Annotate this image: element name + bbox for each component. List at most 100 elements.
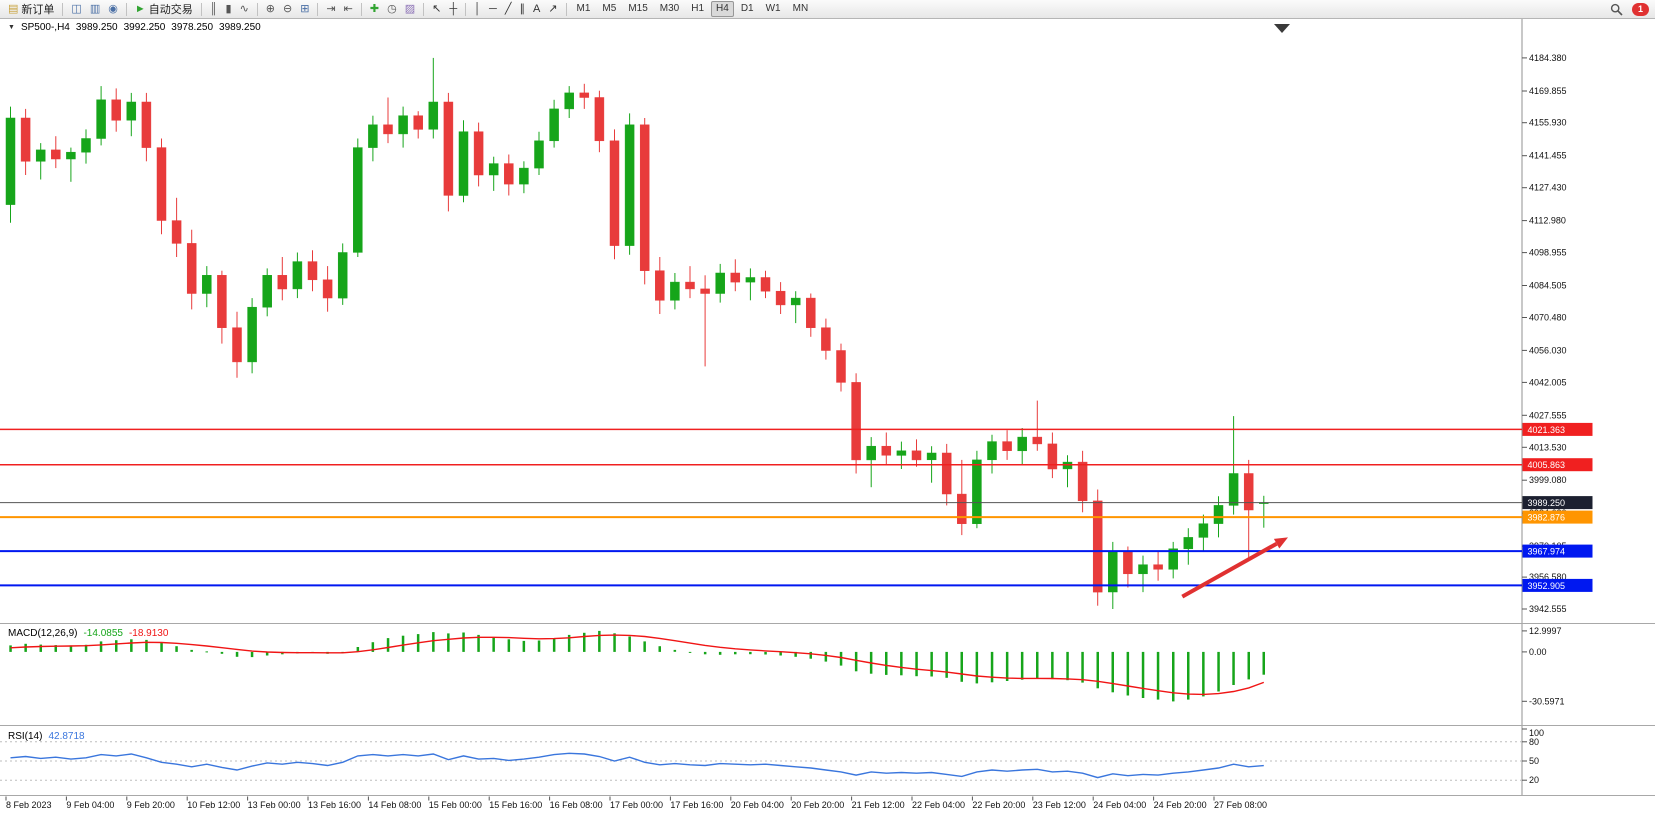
svg-text:80: 80 <box>1529 737 1539 747</box>
trendline-icon: ╱ <box>504 3 512 15</box>
svg-text:4184.380: 4184.380 <box>1529 53 1567 63</box>
new-order-button[interactable]: ▤ 新订单 <box>5 1 57 17</box>
svg-text:4127.430: 4127.430 <box>1529 183 1567 193</box>
line-chart-icon: ∿ <box>239 3 249 15</box>
periods-button[interactable]: ◷ <box>384 1 400 17</box>
svg-text:4021.363: 4021.363 <box>1528 425 1566 435</box>
svg-text:10 Feb 12:00: 10 Feb 12:00 <box>187 800 240 810</box>
auto-trading-button[interactable]: ► 自动交易 <box>132 1 196 17</box>
chart-shift-button[interactable]: ⇤ <box>341 1 356 17</box>
chart-shift-marker[interactable] <box>1274 24 1290 33</box>
timeframe-button-mn[interactable]: MN <box>792 3 809 14</box>
text-button[interactable]: A <box>530 1 543 17</box>
candlestick-pane[interactable] <box>5 57 1269 609</box>
new-order-icon: ▤ <box>8 3 19 15</box>
macd-name: MACD(12,26,9) <box>8 628 78 639</box>
candlestick-button[interactable]: ▮ <box>223 1 235 17</box>
macd-pane[interactable]: 12.9997 0.00 -30.5971 <box>9 626 1565 706</box>
low-value: 3978.250 <box>171 22 214 33</box>
timeframe-button-m15[interactable]: M15 <box>628 3 648 14</box>
rsi-name: RSI(14) <box>8 731 43 742</box>
timeframe-button-m30[interactable]: M30 <box>659 3 680 14</box>
chart-window-button[interactable]: ◫ <box>68 1 84 17</box>
rsi-value: 42.8718 <box>48 731 85 742</box>
timeframe-button-m1[interactable]: M1 <box>576 3 591 14</box>
horizontal-lines[interactable] <box>0 428 1522 587</box>
zoom-in-button[interactable]: ⊕ <box>263 1 278 17</box>
cursor-icon: ↖ <box>432 3 442 15</box>
chevron-down-icon[interactable]: ▼ <box>8 24 15 31</box>
toolbar: ▤ 新订单 ◫ ▥ ◉ ► 自动交易 ║ ▮ ∿ ⊕ ⊖ ⊞ ⇥ ⇤ ✚ ◷ ▨ ↖ ┼ │ ─ ╱ ∥ A ↗ M1 M5 M15 M3… <box>0 0 1655 19</box>
svg-text:8 Feb 2023: 8 Feb 2023 <box>6 800 52 810</box>
price-badges: 4021.363 4005.863 3989.250 3982.876 3967.974… <box>1522 422 1593 592</box>
navigator-button[interactable]: ◉ <box>105 1 121 17</box>
play-icon: ► <box>134 3 146 15</box>
timeframe-button-h4[interactable]: H4 <box>711 1 734 17</box>
svg-text:0.00: 0.00 <box>1529 647 1547 657</box>
macd-indicator-label: MACD(12,26,9) -14.0855 -18.9130 <box>8 628 168 639</box>
toolbar-divider <box>125 2 127 16</box>
toolbar-divider <box>317 2 319 16</box>
svg-text:4005.863: 4005.863 <box>1528 460 1566 470</box>
timeframe-button-m5[interactable]: M5 <box>602 3 617 14</box>
toolbar-divider <box>360 2 362 16</box>
timeframe-button-h1[interactable]: H1 <box>691 3 705 14</box>
zoom-out-button[interactable]: ⊖ <box>280 1 295 17</box>
svg-text:3952.905: 3952.905 <box>1528 581 1566 591</box>
svg-text:17 Feb 16:00: 17 Feb 16:00 <box>670 800 723 810</box>
svg-text:3942.555: 3942.555 <box>1529 604 1567 614</box>
trend-arrow-annotation[interactable] <box>1181 537 1288 599</box>
svg-text:4042.005: 4042.005 <box>1529 377 1567 387</box>
auto-scroll-icon: ⇥ <box>326 3 336 15</box>
tile-windows-button[interactable]: ⊞ <box>297 1 312 17</box>
horizontal-line-button[interactable]: ─ <box>486 1 500 17</box>
template-icon: ▨ <box>404 3 416 15</box>
price-axis[interactable]: 4184.380 4169.855 4155.930 4141.455 4127.430… <box>1521 18 1567 796</box>
timeframe-button-w1[interactable]: W1 <box>765 3 781 14</box>
search-icon <box>1610 3 1623 16</box>
arrows-button[interactable]: ↗ <box>545 1 560 17</box>
time-axis[interactable]: 8 Feb 2023 9 Feb 04:00 9 Feb 20:00 10 Feb 1… <box>5 796 1267 811</box>
macd-main-value: -14.0855 <box>83 628 123 639</box>
navigator-icon: ◉ <box>108 3 118 15</box>
svg-text:16 Feb 08:00: 16 Feb 08:00 <box>550 800 603 810</box>
svg-text:3989.250: 3989.250 <box>1528 498 1566 508</box>
vertical-line-button[interactable]: │ <box>471 1 484 17</box>
channel-button[interactable]: ∥ <box>516 1 528 17</box>
templates-button[interactable]: ▨ <box>402 1 418 17</box>
auto-scroll-button[interactable]: ⇥ <box>323 1 338 17</box>
toolbar-divider <box>465 2 467 16</box>
cursor-button[interactable]: ↖ <box>429 1 444 17</box>
toolbar-divider <box>256 2 258 16</box>
search-button[interactable] <box>1607 1 1626 17</box>
svg-text:15 Feb 16:00: 15 Feb 16:00 <box>489 800 542 810</box>
svg-text:13 Feb 16:00: 13 Feb 16:00 <box>308 800 361 810</box>
rsi-indicator-label: RSI(14) 42.8718 <box>8 731 85 742</box>
svg-text:23 Feb 12:00: 23 Feb 12:00 <box>1033 800 1086 810</box>
symbol-title: SP500-,H4 <box>20 22 70 33</box>
crosshair-button[interactable]: ┼ <box>446 1 460 17</box>
timeframe-button-d1[interactable]: D1 <box>740 3 754 14</box>
toolbar-divider <box>200 2 202 16</box>
close-value: 3989.250 <box>219 22 261 33</box>
svg-text:24 Feb 04:00: 24 Feb 04:00 <box>1093 800 1146 810</box>
trendline-button[interactable]: ╱ <box>502 1 515 17</box>
line-chart-button[interactable]: ∿ <box>237 1 252 17</box>
svg-text:4112.980: 4112.980 <box>1529 216 1566 226</box>
svg-text:13 Feb 00:00: 13 Feb 00:00 <box>248 800 301 810</box>
crosshair-icon: ┼ <box>449 3 458 15</box>
bar-chart-button[interactable]: ║ <box>207 1 221 17</box>
svg-text:4098.955: 4098.955 <box>1529 248 1567 258</box>
indicators-button[interactable]: ✚ <box>367 1 382 17</box>
toolbar-divider <box>565 2 567 16</box>
grid-icon: ⊞ <box>300 3 310 15</box>
notification-badge[interactable]: 1 <box>1632 2 1649 16</box>
svg-text:24 Feb 20:00: 24 Feb 20:00 <box>1154 800 1207 810</box>
pane-separators[interactable] <box>0 623 1655 796</box>
svg-text:15 Feb 00:00: 15 Feb 00:00 <box>429 800 482 810</box>
svg-text:3967.974: 3967.974 <box>1528 547 1566 557</box>
svg-text:22 Feb 04:00: 22 Feb 04:00 <box>912 800 965 810</box>
market-watch-button[interactable]: ▥ <box>87 1 103 17</box>
